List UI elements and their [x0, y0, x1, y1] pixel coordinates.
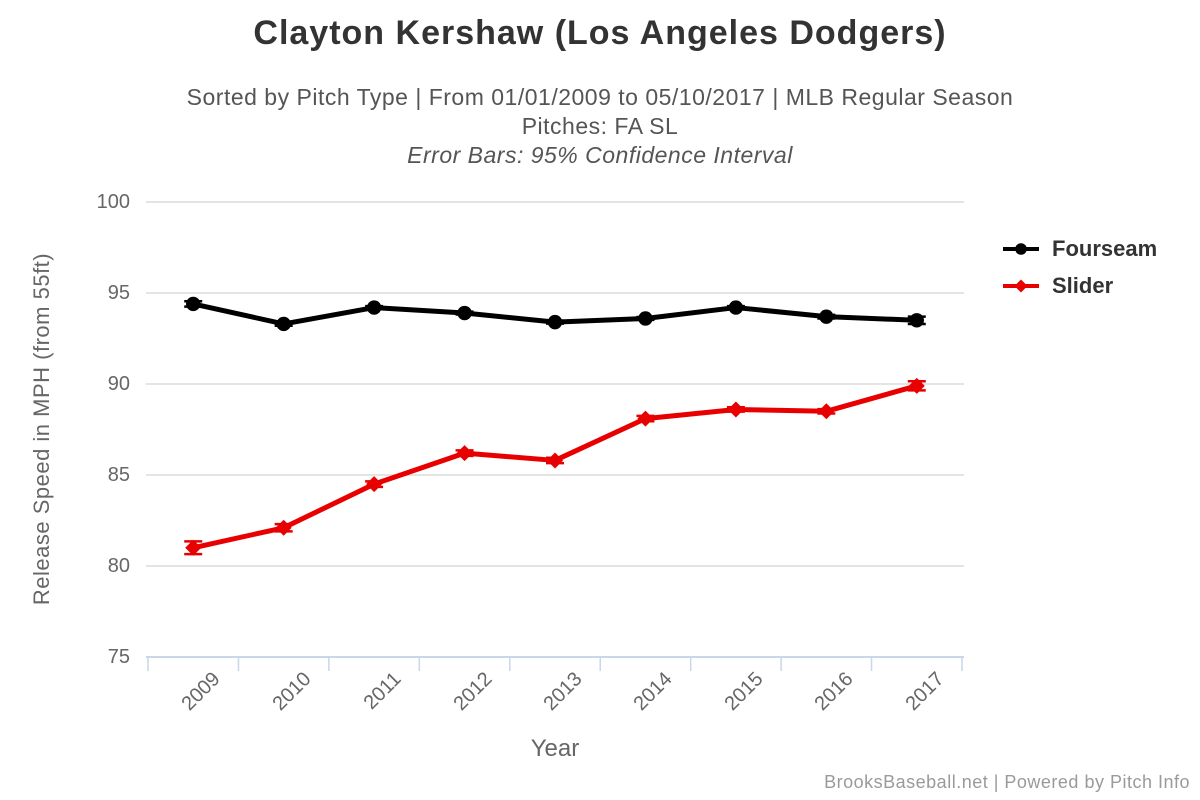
- data-point-slider-2013[interactable]: [547, 452, 563, 469]
- chart-subtitle-pitches: Pitches: FA SL: [521, 113, 679, 139]
- legend-label-slider: Slider: [1052, 272, 1114, 298]
- y-tick-label-85: 85: [107, 464, 130, 486]
- data-point-slider-2010[interactable]: [275, 519, 292, 536]
- chart-subtitle-range: Sorted by Pitch Type | From 01/01/2009 t…: [186, 84, 1014, 110]
- data-point-slider-2015[interactable]: [727, 401, 744, 418]
- x-axis-title: Year: [530, 735, 580, 762]
- data-point-slider-2014[interactable]: [637, 410, 654, 427]
- y-axis-title: Release Speed in MPH (from 55ft): [29, 252, 54, 606]
- footer-credit: BrooksBaseball.net | Powered by Pitch In…: [824, 772, 1190, 792]
- y-tick-label-95: 95: [107, 282, 130, 304]
- y-tick-label-80: 80: [107, 555, 130, 577]
- page-title: Clayton Kershaw (Los Angeles Dodgers): [253, 14, 947, 52]
- data-point-fourseam-2013[interactable]: [547, 314, 563, 330]
- legend-label-fourseam: Fourseam: [1052, 235, 1158, 261]
- data-point-fourseam-2016[interactable]: [819, 309, 834, 324]
- legend-entry-fourseam[interactable]: Fourseam: [1002, 230, 1157, 267]
- y-tick-label-90: 90: [107, 373, 130, 395]
- data-point-fourseam-2017[interactable]: [909, 313, 924, 328]
- data-point-fourseam-2011[interactable]: [366, 300, 382, 315]
- legend: Fourseam Slider: [1002, 230, 1157, 304]
- data-point-fourseam-2009[interactable]: [186, 296, 201, 312]
- data-point-fourseam-2010[interactable]: [276, 316, 291, 332]
- data-point-slider-2017[interactable]: [908, 377, 925, 394]
- legend-marker-fourseam-icon: [1003, 242, 1039, 255]
- y-tick-label-100: 100: [96, 191, 130, 213]
- data-point-slider-2016[interactable]: [818, 403, 835, 420]
- y-tick-label-75: 75: [107, 646, 130, 668]
- data-point-slider-2011[interactable]: [366, 476, 383, 493]
- data-point-slider-2009[interactable]: [185, 539, 202, 556]
- legend-marker-slider-icon: [1003, 279, 1039, 292]
- data-point-fourseam-2015[interactable]: [728, 300, 744, 315]
- chart-subtitle-errorbars: Error Bars: 95% Confidence Interval: [407, 142, 793, 168]
- data-point-fourseam-2012[interactable]: [457, 305, 472, 321]
- data-point-slider-2012[interactable]: [456, 445, 473, 462]
- legend-entry-slider[interactable]: Slider: [1002, 267, 1157, 304]
- data-point-fourseam-2014[interactable]: [638, 311, 653, 326]
